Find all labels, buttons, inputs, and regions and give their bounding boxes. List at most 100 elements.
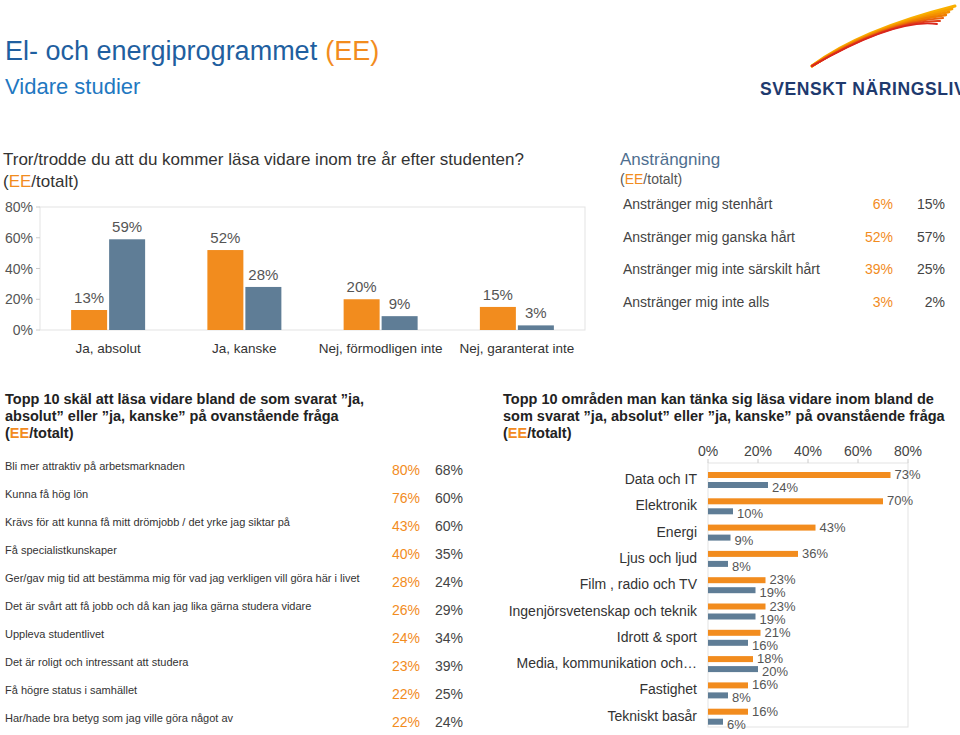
table-cell: 28% bbox=[392, 574, 420, 590]
bar bbox=[708, 587, 756, 593]
bar bbox=[708, 709, 748, 715]
table-cell: 29% bbox=[435, 602, 463, 618]
data-label: 28% bbox=[248, 266, 278, 283]
bar bbox=[708, 472, 891, 478]
table-cell: 80% bbox=[392, 462, 420, 478]
page-title: El- och energiprogrammet(EE) bbox=[5, 36, 379, 66]
table-cell: 24% bbox=[392, 630, 420, 646]
category-label: Idrott & sport bbox=[617, 629, 697, 645]
table-cell: Få specialistkunskaper bbox=[5, 544, 117, 556]
table-cell: 22% bbox=[392, 686, 420, 702]
table-cell: Anstränger mig stenhårt bbox=[623, 196, 773, 212]
plot-area bbox=[71, 239, 554, 330]
table-cell: Har/hade bra betyg som jag ville göra nå… bbox=[5, 712, 234, 724]
logo-stroke bbox=[812, 9, 952, 66]
data-label: 8% bbox=[732, 690, 751, 705]
tick-label: 80% bbox=[894, 443, 922, 459]
data-label: 6% bbox=[727, 717, 746, 732]
bar bbox=[708, 508, 733, 514]
data-label: 59% bbox=[112, 218, 142, 235]
subtitle: (EE/totalt) bbox=[3, 172, 79, 191]
tick-mark bbox=[858, 459, 859, 463]
category-label: Nej, garanterat inte bbox=[459, 341, 574, 356]
bar bbox=[382, 316, 418, 330]
table-title: Ansträngning bbox=[620, 150, 720, 169]
table-cell: 15% bbox=[917, 196, 945, 212]
subtitle: (EE/totalt) bbox=[503, 425, 572, 441]
table-cell: 76% bbox=[392, 490, 420, 506]
tick-label: 60% bbox=[844, 443, 872, 459]
table-cell: 35% bbox=[435, 546, 463, 562]
plot-area bbox=[708, 472, 891, 725]
data-label: 52% bbox=[210, 229, 240, 246]
title-line: som svarat ”ja, absolut” eller ”ja, kans… bbox=[503, 408, 946, 424]
tick-mark bbox=[708, 459, 709, 463]
bar bbox=[708, 614, 756, 620]
bar bbox=[708, 630, 761, 636]
table-cell: Få högre status i samhället bbox=[5, 684, 137, 696]
subtitle: (EE/totalt) bbox=[5, 425, 74, 441]
table-cell: 25% bbox=[435, 686, 463, 702]
category-label: Fastighet bbox=[639, 681, 697, 697]
table-cell: 40% bbox=[392, 546, 420, 562]
data-label: 16% bbox=[752, 677, 778, 692]
table-cell: 34% bbox=[435, 630, 463, 646]
category-label: Film , radio och TV bbox=[580, 576, 698, 592]
title: Topp 10 skäl att läsa vidare bland de so… bbox=[5, 391, 364, 424]
category-label: Nej, förmodligen inte bbox=[319, 341, 443, 356]
data-label: 43% bbox=[820, 520, 846, 535]
table-cell: Anstränger mig inte särskilt hårt bbox=[623, 261, 820, 277]
category-label: Elektronik bbox=[636, 497, 698, 513]
table-cell: Anstränger mig inte alls bbox=[623, 294, 769, 310]
table-cell: 39% bbox=[865, 261, 893, 277]
table-cell: 52% bbox=[865, 229, 893, 245]
title-line: Topp 10 skäl att läsa vidare bland de so… bbox=[5, 391, 364, 407]
category-label: Energi bbox=[657, 524, 697, 540]
chart-title: Tror/trodde du att du kommer läsa vidare… bbox=[3, 150, 524, 169]
table-cell: 23% bbox=[392, 658, 420, 674]
subtitle-part: /totalt) bbox=[29, 425, 73, 441]
tick-mark bbox=[36, 237, 40, 238]
bar bbox=[708, 656, 753, 662]
title: Topp 10 områden man kan tänka sig läsa v… bbox=[503, 391, 946, 424]
category-label: Ja, absolut bbox=[75, 341, 141, 356]
category-label: Ingenjörsvetenskap och teknik bbox=[509, 603, 698, 619]
tick-label: 0% bbox=[13, 322, 33, 338]
table-cell: 60% bbox=[435, 490, 463, 506]
tick-label: 20% bbox=[5, 291, 33, 307]
tick-label: 0% bbox=[698, 443, 718, 459]
table-cell: 60% bbox=[435, 518, 463, 534]
logo-stroke bbox=[812, 6, 955, 66]
table-cell: 22% bbox=[392, 714, 420, 730]
title-line: Topp 10 områden man kan tänka sig läsa v… bbox=[503, 391, 934, 407]
bar bbox=[708, 561, 728, 567]
plot-frame bbox=[40, 207, 585, 330]
tick-label: 80% bbox=[5, 199, 33, 215]
bar bbox=[708, 682, 748, 688]
table-cell: 39% bbox=[435, 658, 463, 674]
bar bbox=[708, 604, 766, 610]
subtitle-highlight: EE bbox=[625, 171, 644, 187]
data-label: 16% bbox=[752, 704, 778, 719]
table-cell: Anstränger mig ganska hårt bbox=[623, 229, 795, 245]
table-cell: Det är roligt och intressant att studera bbox=[5, 656, 189, 668]
page-subtitle: Vidare studier bbox=[5, 74, 140, 99]
bar bbox=[708, 692, 728, 698]
bar bbox=[708, 577, 766, 583]
tick-mark bbox=[808, 459, 809, 463]
tick-mark bbox=[36, 268, 40, 269]
subtitle-part: /totalt) bbox=[527, 425, 571, 441]
data-label: 10% bbox=[737, 506, 763, 521]
title-tag: (EE) bbox=[325, 36, 379, 66]
table-cell: 6% bbox=[873, 196, 893, 212]
bar bbox=[708, 551, 798, 557]
data-label: 20% bbox=[347, 278, 377, 295]
bar bbox=[708, 535, 731, 541]
table-cell: 57% bbox=[917, 229, 945, 245]
subtitle-highlight: EE bbox=[508, 425, 528, 441]
subtitle-highlight: EE bbox=[9, 172, 32, 191]
logo-stroke bbox=[812, 15, 946, 66]
bar bbox=[708, 640, 748, 646]
table-cell: 68% bbox=[435, 462, 463, 478]
bar bbox=[109, 239, 145, 330]
